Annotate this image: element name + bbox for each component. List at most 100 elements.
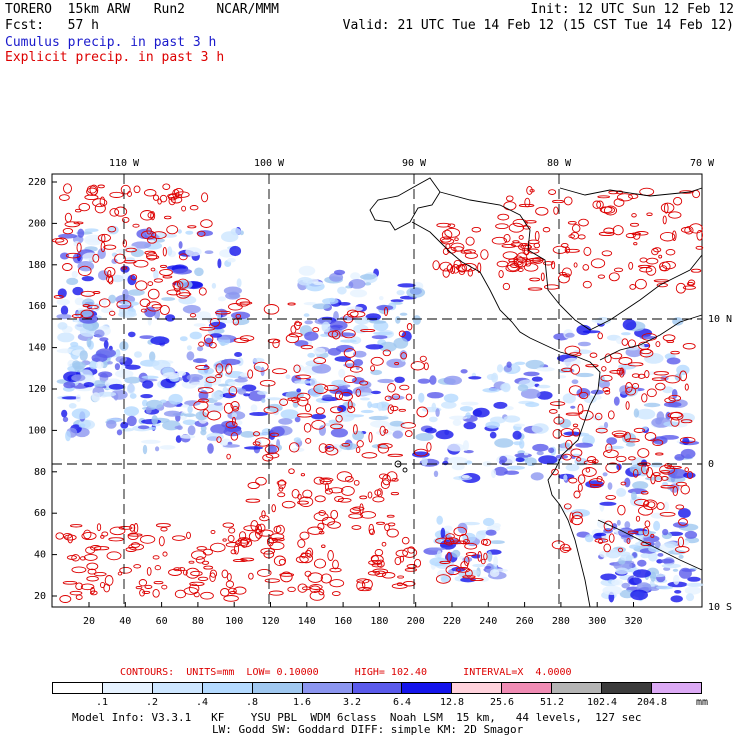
cumulus-precip-blob — [70, 341, 79, 348]
color-scale-label: 6.4 — [392, 697, 412, 708]
cumulus-precip-blob — [630, 589, 648, 601]
cumulus-precip-blob — [581, 415, 594, 420]
cumulus-precip-blob — [231, 412, 237, 419]
explicit-precip-contour — [659, 231, 676, 242]
explicit-precip-contour — [114, 206, 128, 217]
cumulus-precip-blob — [178, 241, 183, 249]
color-scale-swatch — [53, 683, 103, 693]
cumulus-precip-blob — [307, 352, 316, 358]
explicit-precip-contour — [586, 456, 597, 464]
explicit-precip-contour — [372, 568, 389, 574]
explicit-precip-contour — [513, 257, 528, 268]
explicit-precip-contour — [534, 230, 540, 242]
explicit-precip-contour — [132, 223, 140, 228]
explicit-precip-contour — [445, 564, 461, 576]
explicit-precip-contour — [135, 586, 143, 590]
coastline-isthmus — [411, 221, 576, 357]
cumulus-precip-blob — [83, 382, 95, 388]
explicit-precip-contour — [225, 542, 241, 548]
cumulus-precip-blob — [203, 379, 213, 390]
explicit-precip-contour — [498, 269, 504, 279]
cumulus-precip-blob — [631, 491, 637, 501]
explicit-precip-contour — [387, 453, 404, 457]
cumulus-precip-blob — [624, 521, 631, 529]
explicit-precip-contour — [578, 218, 589, 227]
cumulus-precip-blob — [421, 456, 428, 466]
cumulus-precip-blob — [115, 356, 127, 363]
explicit-precip-contour — [446, 264, 454, 273]
explicit-precip-contour — [372, 496, 385, 503]
y-tick-label: 200 — [28, 218, 46, 229]
explicit-precip-contour — [577, 403, 584, 415]
explicit-precip-contour — [76, 242, 82, 253]
explicit-precip-contour — [222, 538, 227, 542]
explicit-precip-contour — [624, 431, 631, 442]
cumulus-precip-blob — [179, 434, 196, 439]
explicit-precip-contour — [75, 582, 83, 590]
explicit-precip-contour — [359, 495, 368, 500]
explicit-precip-contour — [268, 590, 284, 596]
explicit-precip-contour — [565, 273, 570, 277]
explicit-precip-contour — [680, 227, 692, 233]
explicit-precip-contour — [368, 431, 373, 443]
explicit-precip-contour — [666, 465, 682, 469]
explicit-precip-contour — [359, 380, 369, 386]
cumulus-precip-blob — [460, 369, 468, 374]
explicit-precip-contour — [684, 226, 694, 235]
cumulus-precip-blob — [116, 429, 123, 436]
explicit-precip-contour — [572, 423, 579, 428]
explicit-precip-contour — [83, 529, 92, 540]
explicit-precip-contour — [315, 407, 325, 415]
explicit-precip-contour — [280, 571, 293, 583]
cumulus-precip-blob — [298, 265, 316, 276]
cumulus-precip-blob — [371, 335, 388, 340]
explicit-precip-contour — [349, 366, 363, 373]
cumulus-precip-blob — [217, 258, 222, 269]
explicit-precip-contour — [561, 267, 572, 278]
cumulus-precip-blob — [168, 393, 183, 405]
cumulus-precip-blob — [217, 296, 226, 302]
cumulus-precip-blob — [293, 364, 305, 373]
cumulus-precip-blob — [211, 391, 224, 401]
cumulus-precip-blob — [155, 446, 160, 452]
cumulus-precip-blob — [213, 402, 223, 406]
explicit-precip-contour — [86, 575, 99, 582]
explicit-precip-contour — [563, 503, 572, 510]
explicit-precip-contour — [356, 580, 366, 591]
explicit-precip-contour — [287, 397, 298, 401]
cumulus-precip-blob — [218, 383, 229, 387]
cumulus-precip-blob — [555, 454, 569, 460]
coastline-peru — [597, 519, 703, 571]
explicit-precip-contour — [377, 443, 393, 449]
cumulus-precip-blob — [548, 447, 555, 454]
explicit-precip-contour — [106, 274, 114, 283]
explicit-precip-contour — [200, 219, 213, 228]
explicit-precip-contour — [203, 334, 214, 344]
explicit-precip-contour — [628, 456, 636, 461]
cumulus-precip-blob — [129, 393, 137, 399]
explicit-precip-contour — [299, 531, 310, 540]
cumulus-precip-blob — [460, 401, 479, 406]
explicit-precip-contour — [682, 285, 696, 290]
explicit-precip-contour — [106, 551, 122, 561]
lon-label: 80 W — [547, 158, 572, 169]
explicit-precip-contour — [198, 341, 205, 347]
explicit-precip-contour — [295, 556, 309, 564]
explicit-precip-contour — [625, 233, 636, 239]
cumulus-precip-blob — [599, 501, 617, 506]
cumulus-precip-blob — [662, 528, 669, 536]
explicit-precip-contour — [314, 495, 326, 503]
explicit-precip-contour — [524, 259, 532, 267]
cumulus-precip-blob — [312, 303, 331, 310]
cumulus-precip-blob — [349, 289, 368, 298]
explicit-precip-contour — [383, 429, 389, 434]
cumulus-precip-blob — [667, 468, 688, 479]
explicit-precip-contour — [380, 479, 390, 490]
explicit-precip-contour — [454, 237, 459, 242]
cumulus-precip-blob — [491, 469, 497, 479]
explicit-precip-contour — [313, 383, 329, 394]
explicit-precip-contour — [101, 531, 109, 537]
cumulus-precip-blob — [147, 426, 157, 430]
explicit-precip-contour — [189, 205, 199, 211]
explicit-precip-contour — [600, 206, 616, 214]
